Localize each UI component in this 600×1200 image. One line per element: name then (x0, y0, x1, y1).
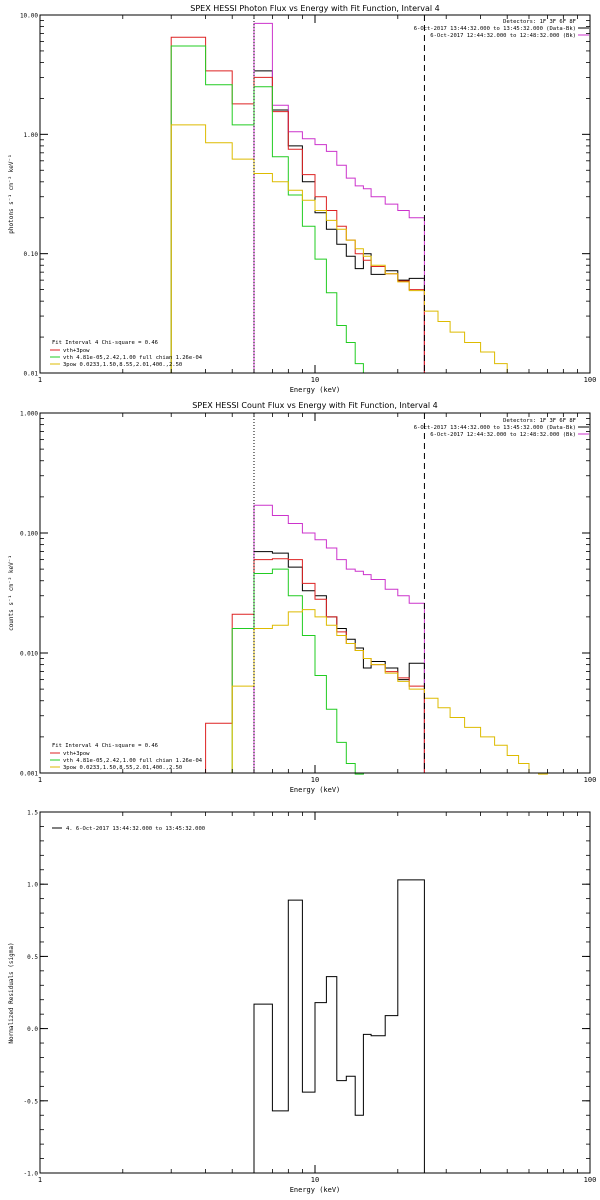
count-flux-series-3pow (231, 609, 548, 775)
residuals-y-tick-label: 0.5 (27, 954, 38, 961)
residuals-y-tick-label: 1.0 (27, 882, 38, 889)
residuals-axes-frame (39, 811, 591, 1174)
photon-flux-y-tick-label: 1.00 (24, 132, 39, 139)
residuals-ylabel: Normalized Residuals (sigma) (8, 942, 15, 1043)
photon-flux-detectors-label: Detectors: 1F 3F 6F 8F (503, 19, 576, 25)
photon-flux-series-data-bk (253, 70, 425, 373)
count-flux-series-bk (253, 504, 425, 773)
photon-flux-x-tick-label: 100 (584, 376, 597, 384)
residuals-series-series-0 (253, 879, 425, 1173)
photon-flux-legend-entry-3pow: 3pow 0.0233,1.50,8.55,2.01,400.,2.50 (63, 362, 182, 368)
residuals-legend: 4. 6-Oct-2017 13:44:32.000 to 13:45:32.0… (52, 826, 205, 832)
photon-flux-y-tick-label: 0.10 (24, 251, 39, 258)
photon-flux-series-3pow (170, 124, 508, 373)
photon-flux-legend-entry-vth: vth 4.81e-05,2.42,1.00 full chian 1.26e-… (63, 355, 203, 361)
photon-flux-y-tick-label: 0.01 (24, 371, 39, 378)
photon-flux-series-vth-3pow (170, 36, 425, 373)
photon-flux-series-bk (253, 22, 425, 373)
count-flux-legend-bottom-left: Fit Interval 4 Chi-square = 0.46 vth+3po… (50, 743, 203, 771)
count-flux-fit-header: Fit Interval 4 Chi-square = 0.46 (52, 743, 158, 749)
count-flux-y-tick-label: 1.000 (20, 411, 38, 418)
count-flux-series-vth-3pow (205, 558, 425, 773)
count-flux-ylabel: counts s⁻¹ cm⁻² keV⁻¹ (8, 555, 15, 631)
photon-flux-y-tick-label: 10.00 (20, 13, 38, 20)
residuals-xlabel: Energy (keV) (290, 1186, 341, 1194)
photon-flux-legend-entry-data: 6-Oct-2017 13:44:32.000 to 13:45:32.000 … (414, 26, 576, 32)
count-flux-legend-entry-vth: vth 4.81e-05,2.42,1.00 full chian 1.26e-… (63, 758, 203, 764)
photon-flux-title: SPEX HESSI Photon Flux vs Energy with Fi… (190, 4, 440, 13)
count-flux-detectors-label: Detectors: 1F 3F 6F 8F (503, 418, 576, 424)
photon-flux-fit-header: Fit Interval 4 Chi-square = 0.46 (52, 340, 158, 346)
photon-flux-x-tick-label: 1 (38, 376, 42, 384)
count-flux-xlabel: Energy (keV) (290, 786, 341, 794)
count-flux-x-tick-label: 1 (38, 776, 42, 784)
count-flux-series-data-bk (253, 551, 425, 773)
photon-flux-x-tick-label: 10 (311, 376, 319, 384)
residuals-y-tick-label: 0.0 (27, 1026, 38, 1033)
photon-flux-series-vth (170, 45, 372, 374)
residuals-x-tick-label: 1 (38, 1176, 42, 1184)
photon-flux-panel: SPEX HESSI Photon Flux vs Energy with Fi… (8, 4, 596, 394)
residuals-plot-area (253, 879, 425, 1173)
count-flux-y-tick-label: 0.100 (20, 531, 38, 538)
count-flux-legend-entry-data: 6-Oct-2017 13:44:32.000 to 13:45:32.000 … (414, 425, 576, 431)
count-flux-legend-top-right: Detectors: 1F 3F 6F 8F 6-Oct-2017 13:44:… (414, 418, 589, 438)
count-flux-title: SPEX HESSI Count Flux vs Energy with Fit… (192, 401, 437, 410)
count-flux-y-tick-label: 0.001 (20, 771, 38, 778)
count-flux-legend-entry-bk: 6-Oct-2017 12:44:32.000 to 12:48:32.000 … (430, 432, 576, 438)
count-flux-x-tick-label: 10 (311, 776, 319, 784)
residuals-x-tick-label: 100 (584, 1176, 597, 1184)
count-flux-plot-area (205, 413, 548, 775)
count-flux-panel: SPEX HESSI Count Flux vs Energy with Fit… (8, 401, 596, 794)
photon-flux-plot-area (170, 15, 508, 374)
residuals-panel: 1 10 100-1.0-0.50.00.51.01.5 Energy (keV) … (8, 810, 596, 1195)
photon-flux-ylabel: photons s⁻¹ cm⁻² keV⁻¹ (8, 154, 15, 233)
photon-flux-legend-bottom-left: Fit Interval 4 Chi-square = 0.46 vth+3po… (50, 340, 203, 368)
photon-flux-legend-top-right: Detectors: 1F 3F 6F 8F 6-Oct-2017 13:44:… (414, 19, 589, 39)
residuals-y-tick-label: 1.5 (27, 810, 38, 817)
count-flux-x-tick-label: 100 (584, 776, 597, 784)
count-flux-y-tick-label: 0.010 (20, 651, 38, 658)
residuals-y-tick-label: -0.5 (24, 1098, 39, 1105)
residuals-x-tick-label: 10 (311, 1176, 319, 1184)
photon-flux-xlabel: Energy (keV) (290, 386, 341, 394)
count-flux-legend-entry-total: vth+3pow (63, 751, 90, 757)
photon-flux-legend-entry-total: vth+3pow (63, 348, 90, 354)
count-flux-series-vth (231, 568, 364, 775)
count-flux-legend-entry-3pow: 3pow 0.0233,1.50,8.55,2.01,400.,2.50 (63, 765, 182, 771)
residuals-y-tick-label: -1.0 (24, 1171, 39, 1178)
residuals-legend-entry: 4. 6-Oct-2017 13:44:32.000 to 13:45:32.0… (66, 826, 205, 832)
photon-flux-legend-entry-bk: 6-Oct-2017 12:44:32.000 to 12:48:32.000 … (430, 33, 576, 39)
